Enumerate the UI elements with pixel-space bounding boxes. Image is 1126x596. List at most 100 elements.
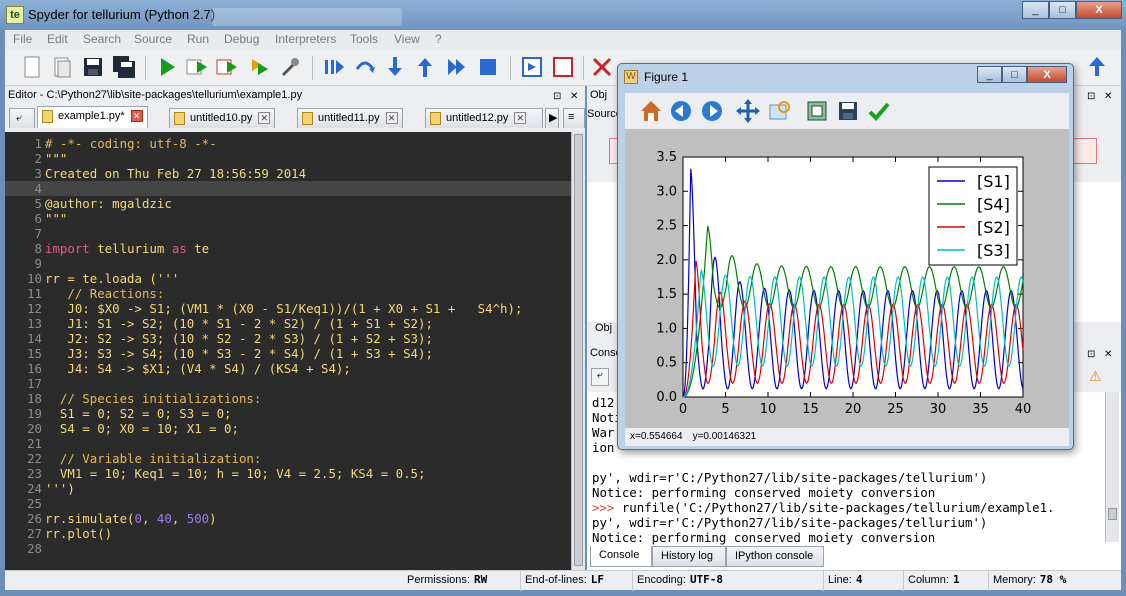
back-icon[interactable] bbox=[669, 99, 693, 123]
line-number: 4 bbox=[34, 181, 42, 196]
line-number: 22 bbox=[27, 451, 42, 466]
new-file-icon[interactable] bbox=[20, 55, 44, 79]
tab-untitled12[interactable]: untitled12.py ✕ bbox=[425, 108, 543, 128]
debug-icon[interactable] bbox=[322, 55, 346, 79]
menu-interpreters[interactable]: Interpreters bbox=[275, 32, 337, 46]
tab-options-icon[interactable]: ⤶ bbox=[9, 108, 35, 128]
rerun-icon[interactable] bbox=[215, 55, 239, 79]
x-tick-label: 30 bbox=[930, 402, 947, 417]
continue-icon[interactable] bbox=[445, 55, 469, 79]
scrollbar-thumb[interactable] bbox=[574, 134, 583, 566]
menu-run[interactable]: Run bbox=[187, 32, 210, 46]
menu-view[interactable]: View bbox=[394, 32, 420, 46]
figure-close-button[interactable]: X bbox=[1027, 66, 1067, 83]
close-tab-icon[interactable]: ✕ bbox=[385, 112, 398, 124]
maximize-button[interactable]: □ bbox=[1049, 1, 1076, 19]
up-arrow-icon[interactable] bbox=[1085, 55, 1109, 79]
close-pane-icon[interactable]: ✕ bbox=[1104, 349, 1113, 360]
menu-tools[interactable]: Tools bbox=[350, 32, 379, 46]
console-line: py', wdir=r'C:/Python27/lib/site-package… bbox=[592, 515, 987, 530]
line-chart: 0 5 10 15 20 25 30 35 40 0.0 0.5 1.0 1.5 2.0 2.5 3.0 3.5… bbox=[656, 150, 1032, 417]
x-tick-label: 15 bbox=[802, 402, 819, 417]
menu-source[interactable]: Source bbox=[134, 32, 173, 46]
step-icon[interactable] bbox=[353, 55, 377, 79]
close-pane-icon[interactable]: ✕ bbox=[570, 91, 579, 102]
menu-help[interactable]: ? bbox=[435, 32, 442, 46]
undock-icon[interactable]: ⊡ bbox=[1087, 349, 1096, 360]
object-tab[interactable]: Obj bbox=[595, 322, 613, 334]
close-tab-icon[interactable]: ✕ bbox=[258, 112, 271, 124]
tab-scroll-right-icon[interactable]: ▶ bbox=[545, 108, 559, 128]
tab-example1[interactable]: example1.py* ✕ bbox=[37, 106, 148, 128]
maximize-pane-icon[interactable] bbox=[520, 55, 544, 79]
line-number: 19 bbox=[27, 406, 42, 421]
console-line: py', wdir=r'C:/Python27/lib/site-package… bbox=[592, 470, 987, 485]
close-button[interactable]: X bbox=[1076, 1, 1122, 19]
step-into-icon[interactable] bbox=[383, 55, 407, 79]
save-all-icon[interactable] bbox=[112, 55, 136, 79]
debug-tools-icon[interactable] bbox=[279, 55, 303, 79]
console-text: Notice: performing conserved moiety conv… bbox=[592, 485, 936, 500]
code-text: rr.simulate(0, 40, 500) bbox=[45, 511, 217, 526]
fullscreen-icon[interactable] bbox=[551, 55, 575, 79]
save-figure-icon[interactable] bbox=[836, 99, 860, 123]
forward-icon[interactable] bbox=[700, 99, 724, 123]
scrollbar-thumb[interactable] bbox=[1108, 508, 1117, 520]
run-selection-icon[interactable] bbox=[248, 55, 272, 79]
browse-tabs-icon[interactable]: ≡ bbox=[563, 108, 585, 128]
code-line: 28 bbox=[5, 541, 571, 556]
tab-untitled11[interactable]: untitled11.py ✕ bbox=[297, 108, 403, 128]
tab-ipython-console[interactable]: IPython console bbox=[726, 546, 824, 567]
open-file-icon[interactable] bbox=[50, 55, 74, 79]
figure-minimize-button[interactable]: _ bbox=[977, 66, 1002, 83]
x-tick-label: 40 bbox=[1015, 402, 1032, 417]
tab-console[interactable]: Console bbox=[590, 546, 652, 567]
close-tab-icon[interactable]: ✕ bbox=[130, 110, 143, 122]
undock-icon[interactable]: ⊡ bbox=[1087, 91, 1096, 102]
app-icon: te bbox=[6, 6, 24, 24]
menu-edit[interactable]: Edit bbox=[47, 32, 68, 46]
console-line: Notice: performing conserved moiety conv… bbox=[592, 530, 935, 545]
close-tab-icon[interactable]: ✕ bbox=[514, 112, 527, 124]
line-number: 24 bbox=[27, 481, 42, 496]
check-icon[interactable] bbox=[867, 99, 891, 123]
zoom-icon[interactable] bbox=[768, 99, 792, 123]
run-settings-icon[interactable] bbox=[185, 55, 209, 79]
figure-title: Figure 1 bbox=[644, 70, 689, 84]
preferences-icon[interactable] bbox=[590, 55, 614, 79]
code-text: @author: mgaldzic bbox=[45, 196, 172, 211]
menu-debug[interactable]: Debug bbox=[224, 32, 260, 46]
series-line bbox=[682, 268, 1024, 398]
title-bar: te Spyder for tellurium (Python 2.7) _ □… bbox=[0, 0, 1126, 30]
console-text: Noti bbox=[592, 410, 622, 425]
minimize-button[interactable]: _ bbox=[1022, 1, 1049, 19]
close-pane-icon[interactable]: ✕ bbox=[1104, 91, 1113, 102]
menu-file[interactable]: File bbox=[13, 32, 33, 46]
code-editor[interactable]: 1 # -*- coding: utf-8 -*- 2 """ 3 Created on … bbox=[5, 132, 571, 570]
console-options-icon[interactable]: ⤶ bbox=[591, 368, 609, 386]
home-icon[interactable] bbox=[639, 99, 663, 123]
y-tick-label: 2.5 bbox=[656, 219, 677, 234]
figure-maximize-button[interactable]: □ bbox=[1002, 66, 1027, 83]
code-line: 24 ''') bbox=[5, 481, 571, 496]
editor-scrollbar[interactable] bbox=[571, 132, 585, 570]
figure-status: x=0.554664 y=0.00146321 bbox=[625, 428, 1069, 446]
line-number: 27 bbox=[27, 526, 42, 541]
code-line: 19 S1 = 0; S2 = 0; S3 = 0; bbox=[5, 406, 571, 421]
pan-icon[interactable] bbox=[736, 99, 760, 123]
code-line: 25 bbox=[5, 496, 571, 511]
run-icon[interactable] bbox=[155, 55, 179, 79]
menu-search[interactable]: Search bbox=[83, 32, 122, 46]
undock-icon[interactable]: ⊡ bbox=[553, 91, 562, 102]
save-file-icon[interactable] bbox=[81, 55, 105, 79]
figure-canvas[interactable]: 0 5 10 15 20 25 30 35 40 0.0 0.5 1.0 1.5 2.0 2.5 3.0 3.5… bbox=[625, 129, 1069, 429]
tab-untitled10[interactable]: untitled10.py ✕ bbox=[169, 108, 276, 128]
console-scrollbar[interactable] bbox=[1105, 392, 1119, 542]
code-line: 18 // Species initializations: bbox=[5, 391, 571, 406]
tab-history-log[interactable]: History log bbox=[652, 546, 726, 567]
console-text: py', wdir=r'C:/Python27/lib/site-package… bbox=[592, 515, 988, 530]
code-line: 14 J2: S2 -> S3; (10 * S2 - 2 * S3) / (1… bbox=[5, 331, 571, 346]
subplots-icon[interactable] bbox=[805, 99, 829, 123]
stop-debug-icon[interactable] bbox=[476, 55, 500, 79]
step-return-icon[interactable] bbox=[413, 55, 437, 79]
